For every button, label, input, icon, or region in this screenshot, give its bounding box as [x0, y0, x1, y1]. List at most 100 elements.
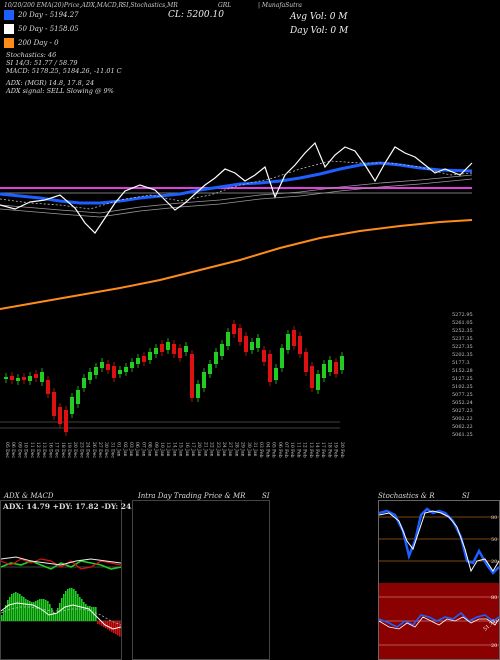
stochastics-panel: 80 50 20 80 50 20 51.77 — [378, 500, 500, 660]
candle-body — [292, 330, 296, 346]
date-label: 23 Dec — [78, 442, 84, 458]
date-label: 12 Feb — [302, 442, 308, 458]
candle-body — [220, 344, 224, 356]
macd-histogram-bar — [7, 600, 9, 621]
candle-body — [214, 352, 218, 364]
intraday-panel — [132, 500, 270, 660]
ema20-line — [0, 161, 473, 205]
macd-histogram-bar — [101, 621, 103, 626]
macd-histogram-bar — [91, 607, 93, 621]
macd-histogram-bar — [109, 621, 111, 631]
macd-histogram-bar — [23, 597, 25, 621]
date-label: 10 Jan — [159, 442, 165, 457]
date-label: 08 Jan — [147, 442, 153, 457]
date-label: 01 Jan — [116, 442, 122, 457]
candle-body — [286, 334, 290, 350]
date-label: 24 Jan — [221, 442, 227, 457]
candle-body — [196, 384, 200, 398]
candle-body — [124, 367, 128, 372]
ema20-swatch — [4, 10, 14, 20]
macd-signal-line — [1, 606, 121, 626]
date-label: 27 Dec — [97, 442, 103, 458]
intraday-title: Intra Day Trading Price & MR — [138, 492, 246, 500]
macd-histogram-bar — [115, 621, 117, 635]
adx-value: ADX: (MGR) 14.8, 17.8, 24 — [6, 79, 95, 87]
header-left: 10/20/200 EMA(20)Price,ADX,MACD,R — [4, 2, 123, 9]
day-volume: Day Vol: 0 M — [290, 26, 349, 36]
date-label: 20 Feb — [339, 442, 345, 458]
date-label: 13 Feb — [308, 442, 314, 458]
macd-histogram-bar — [15, 592, 17, 621]
macd-line — [1, 602, 121, 630]
date-label: 16 Jan — [184, 442, 190, 457]
ema200-line — [0, 219, 473, 310]
date-label: 26 Dec — [91, 442, 97, 458]
date-label: 17 Feb — [320, 442, 326, 458]
price-axis-label: 5227.35 — [452, 344, 473, 350]
date-label: 06 Jan — [134, 442, 140, 457]
date-label: 02 Jan — [122, 442, 128, 457]
avg-volume: Avg Vol: 0 M — [290, 12, 348, 22]
candle-body — [238, 328, 242, 342]
candle-body — [100, 362, 104, 368]
macd-histogram-bar — [37, 600, 39, 621]
date-label: 31 Jan — [252, 442, 258, 457]
rsi-level-80: 80 — [491, 595, 497, 601]
date-label: 05 Feb — [271, 442, 277, 458]
rsi-line — [379, 611, 499, 628]
macd-histogram-bar — [27, 600, 29, 621]
candle-body — [34, 374, 38, 378]
price-axis-label: 5261.05 — [452, 320, 473, 326]
macd-histogram-bar — [81, 599, 83, 621]
candle-body — [112, 366, 116, 378]
candle-body — [190, 354, 194, 398]
candle-body — [70, 397, 74, 414]
candle-body — [88, 372, 92, 380]
moving-average-chart — [0, 141, 473, 310]
date-label: 07 Feb — [283, 442, 289, 458]
macd-histogram-bar — [45, 600, 47, 621]
candle-body — [82, 378, 86, 388]
macd-histogram-bar — [105, 621, 107, 629]
candle-body — [310, 366, 314, 388]
stoch-title-si: SI — [462, 492, 470, 500]
price-axis-label: 5252.35 — [452, 328, 473, 334]
candle-body — [148, 352, 152, 360]
dashed-line — [0, 160, 473, 210]
macd-histogram-bar — [49, 604, 51, 621]
date-label: 07 Jan — [140, 442, 146, 457]
adx-minus-line — [1, 558, 121, 570]
macd-histogram-bar — [21, 596, 23, 621]
date-label: 13 Dec — [41, 442, 47, 458]
candle-body — [22, 377, 26, 380]
candle-body — [130, 362, 134, 368]
date-label: 10 Feb — [289, 442, 295, 458]
candle-body — [106, 364, 110, 370]
candle-body — [202, 372, 206, 388]
candle-body — [280, 348, 284, 368]
date-label: 16 Dec — [47, 442, 53, 458]
macd-histogram-bar — [83, 602, 85, 621]
macd-histogram-bar — [107, 621, 109, 630]
ema200-swatch — [4, 38, 14, 48]
macd-histogram-bar — [89, 606, 91, 621]
legend-ema50: 50 Day - 5158.05 — [4, 24, 79, 34]
macd-value: MACD: 5178.25, 5184.26, -11.01 C — [6, 67, 122, 75]
date-label: 17 Dec — [54, 442, 60, 458]
adx-signal: ADX signal: SELL Slowing @ 9% — [6, 87, 114, 95]
date-label: 04 Feb — [264, 442, 270, 458]
macd-histogram-bar — [33, 602, 35, 621]
candle-body — [64, 410, 68, 432]
macd-histogram-bar — [71, 588, 73, 621]
macd-histogram-bar — [69, 588, 71, 621]
date-label: 19 Dec — [66, 442, 72, 458]
price-axis-label: 5102.25 — [452, 384, 473, 390]
date-label: 20 Jan — [196, 442, 202, 457]
stoch-d-line — [379, 510, 499, 573]
price-white-line — [0, 141, 473, 234]
price-axis-label: 5202.35 — [452, 352, 473, 358]
price-axis-label: 5272.95 — [452, 312, 473, 318]
date-label: 14 Jan — [171, 442, 177, 457]
candle-body — [304, 352, 308, 372]
date-label: 06 Feb — [277, 442, 283, 458]
